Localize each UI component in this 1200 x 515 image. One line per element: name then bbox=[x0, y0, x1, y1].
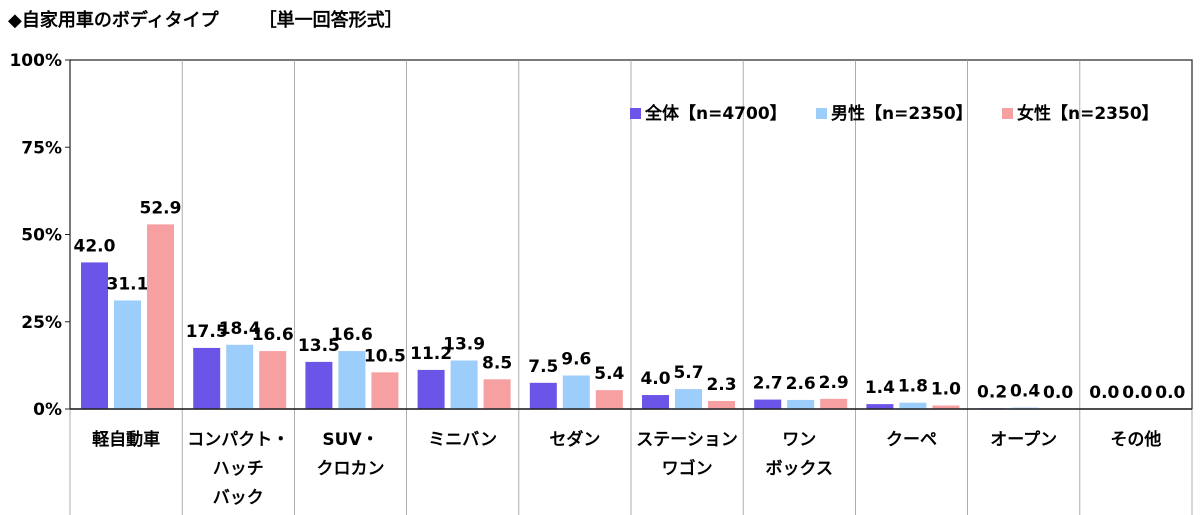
bar bbox=[450, 360, 478, 409]
data-label: 13.9 bbox=[443, 334, 485, 354]
bar bbox=[338, 351, 366, 409]
bar bbox=[899, 402, 927, 409]
legend-swatch bbox=[816, 108, 827, 119]
bar bbox=[305, 361, 333, 409]
category-label: セダン bbox=[549, 429, 600, 450]
bar bbox=[866, 404, 894, 409]
category-label: ミニバン bbox=[428, 430, 497, 450]
category-label: 軽自動車 bbox=[92, 429, 160, 450]
bar bbox=[787, 399, 815, 409]
category-label: ステーションワゴン bbox=[636, 430, 738, 479]
data-label: 11.2 bbox=[410, 344, 452, 364]
data-label: 0.2 bbox=[977, 382, 1007, 402]
bar bbox=[529, 382, 557, 409]
data-label: 2.7 bbox=[753, 374, 783, 394]
category-label: その他 bbox=[1110, 429, 1161, 450]
answer-type-text: ［単一回答形式］ bbox=[258, 10, 403, 31]
bar bbox=[114, 300, 141, 409]
legend-label: 男性【n=2350】 bbox=[831, 103, 973, 124]
data-label: 7.5 bbox=[528, 357, 558, 377]
bar bbox=[147, 224, 174, 409]
bar bbox=[932, 405, 960, 409]
category-label: SUV・クロカン bbox=[317, 430, 385, 479]
data-label: 0.0 bbox=[1155, 383, 1185, 403]
y-tick-label: 25% bbox=[21, 313, 62, 333]
bar bbox=[81, 262, 108, 409]
category-label: クーペ bbox=[886, 430, 937, 450]
category-label: ワンボックス bbox=[766, 430, 834, 479]
data-label: 8.5 bbox=[482, 353, 512, 373]
category-label: オープン bbox=[990, 429, 1057, 450]
legend-swatch bbox=[630, 108, 641, 119]
data-label: 2.6 bbox=[786, 374, 816, 394]
data-label: 5.4 bbox=[594, 364, 624, 384]
data-label: 16.6 bbox=[252, 325, 294, 345]
bar bbox=[483, 379, 511, 409]
data-label: 4.0 bbox=[640, 369, 670, 389]
y-tick-label: 100% bbox=[9, 51, 62, 71]
legend-label: 全体【n=4700】 bbox=[644, 103, 787, 124]
y-tick-label: 75% bbox=[21, 138, 62, 158]
data-label: 1.4 bbox=[865, 378, 895, 398]
category-label: コンパクト・ハッチバック bbox=[187, 430, 289, 508]
bar bbox=[259, 351, 287, 409]
bar bbox=[226, 344, 254, 409]
y-tick-label: 50% bbox=[21, 226, 62, 246]
bar bbox=[562, 375, 590, 409]
legend-swatch bbox=[1002, 108, 1013, 119]
bar bbox=[417, 369, 445, 409]
data-label: 13.5 bbox=[298, 336, 340, 356]
bar bbox=[193, 347, 221, 409]
data-label: 17.5 bbox=[186, 322, 228, 342]
legend-label: 女性【n=2350】 bbox=[1017, 103, 1159, 124]
data-label: 0.4 bbox=[1010, 382, 1040, 402]
data-label: 0.0 bbox=[1043, 383, 1073, 403]
bar bbox=[820, 398, 848, 409]
chart-title: ◆自家用車のボディタイプ ［単一回答形式］ bbox=[8, 6, 403, 32]
bar bbox=[754, 399, 782, 409]
data-label: 2.9 bbox=[819, 373, 849, 393]
bar bbox=[675, 389, 702, 409]
data-label: 0.0 bbox=[1089, 383, 1119, 403]
data-label: 1.0 bbox=[931, 380, 961, 400]
data-label: 9.6 bbox=[561, 349, 591, 369]
data-label: 16.6 bbox=[331, 325, 373, 345]
data-label: 2.3 bbox=[706, 375, 736, 395]
data-label: 52.9 bbox=[140, 198, 182, 218]
data-label: 42.0 bbox=[74, 236, 116, 256]
bar bbox=[595, 390, 623, 409]
data-label: 10.5 bbox=[364, 346, 406, 366]
data-label: 31.1 bbox=[107, 274, 149, 294]
bar bbox=[708, 400, 735, 409]
bar bbox=[642, 395, 669, 409]
data-label: 0.0 bbox=[1122, 383, 1152, 403]
title-text: ◆自家用車のボディタイプ bbox=[8, 10, 219, 31]
data-label: 1.8 bbox=[898, 377, 928, 397]
y-tick-label: 0% bbox=[33, 400, 62, 420]
bar bbox=[371, 372, 399, 409]
data-label: 18.4 bbox=[219, 319, 261, 339]
data-label: 5.7 bbox=[673, 363, 703, 383]
